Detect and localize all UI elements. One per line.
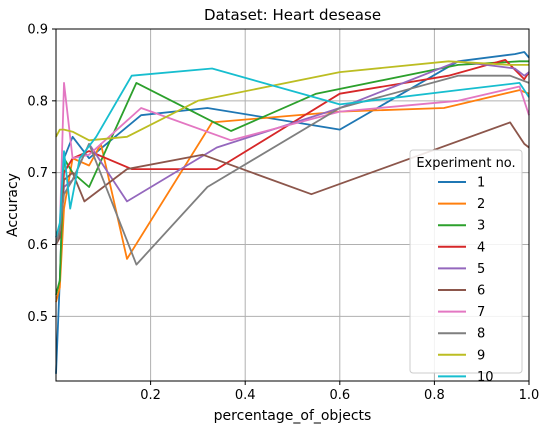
legend: Experiment no. 1 2 3 4 5 6 7 8 9 10 — [409, 149, 523, 385]
legend-box — [409, 149, 523, 374]
legend-label-6: 6 — [477, 284, 485, 299]
legend-label-10: 10 — [477, 370, 494, 385]
legend-label-4: 4 — [477, 240, 485, 255]
legend-title: Experiment no. — [416, 156, 515, 171]
y-axis-label: Accuracy — [5, 173, 21, 237]
legend-label-7: 7 — [477, 305, 485, 320]
x-axis-label: percentage_of_objects — [214, 408, 372, 424]
y-axis-ticks: 0.5 0.6 0.7 0.8 0.9 — [27, 23, 56, 325]
legend-label-2: 2 — [477, 197, 485, 212]
x-tick-label: 0.4 — [235, 388, 256, 403]
plot-frame — [55, 28, 530, 382]
legend-label-3: 3 — [477, 219, 485, 234]
legend-label-5: 5 — [477, 262, 485, 277]
series-line-8 — [55, 74, 530, 266]
x-tick-label: 0.8 — [424, 388, 445, 403]
y-tick-label: 0.8 — [27, 94, 48, 109]
series-line-2 — [55, 89, 530, 303]
series-lines — [55, 51, 530, 374]
x-axis-ticks: 0.2 0.4 0.6 0.8 1.0 — [140, 381, 539, 403]
legend-items: 1 2 3 4 5 6 7 8 9 10 — [438, 176, 494, 385]
series-line-7 — [55, 82, 530, 238]
legend-label-1: 1 — [477, 176, 485, 191]
y-tick-label: 0.7 — [27, 166, 48, 181]
legend-label-9: 9 — [477, 348, 485, 363]
chart-title: Dataset: Heart desease — [204, 6, 381, 24]
series-line-10 — [55, 67, 530, 238]
x-tick-label: 1.0 — [519, 388, 540, 403]
y-tick-label: 0.5 — [27, 310, 48, 325]
y-tick-label: 0.6 — [27, 238, 48, 253]
legend-label-8: 8 — [477, 327, 485, 342]
x-tick-label: 0.2 — [140, 388, 161, 403]
x-tick-label: 0.6 — [329, 388, 350, 403]
y-tick-label: 0.9 — [27, 23, 48, 38]
series-line-9 — [55, 60, 529, 142]
